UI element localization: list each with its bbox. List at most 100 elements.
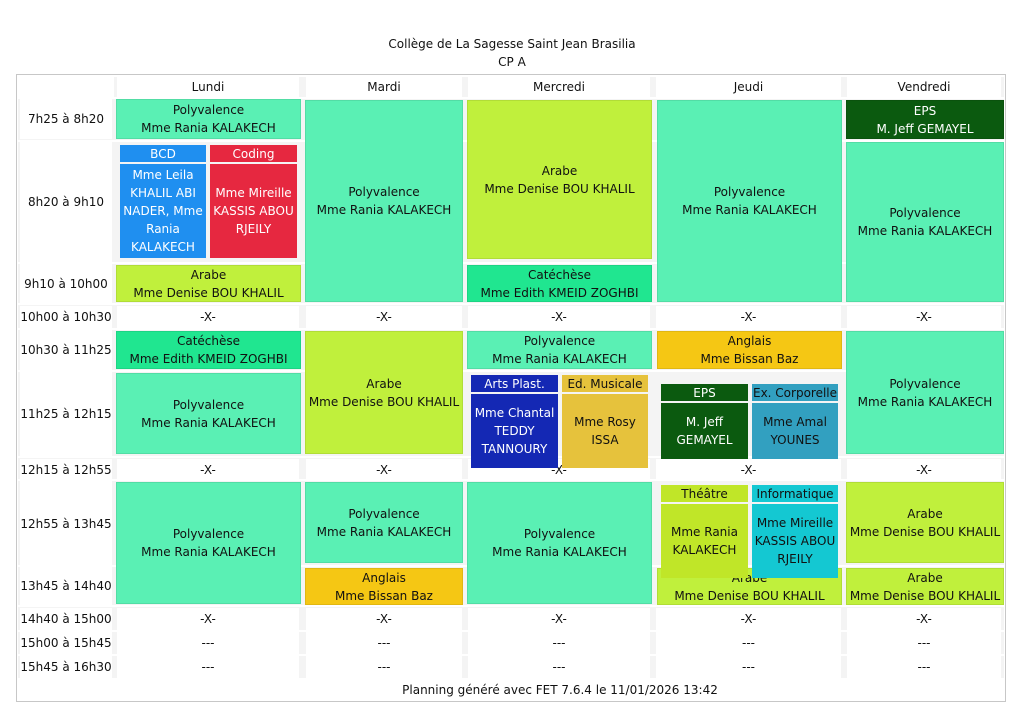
course-teacher: Mme Rania KALAKECH bbox=[857, 394, 993, 409]
course-teacher: Mme Rania KALAKECH bbox=[141, 415, 276, 430]
course-block[interactable]: Polyvalence Mme Rania KALAKECH bbox=[305, 100, 463, 302]
empty-cell: --- bbox=[117, 656, 299, 678]
day-header-jeudi: Jeudi bbox=[656, 77, 841, 97]
group-teacher-body[interactable]: Mme Rania KALAKECH bbox=[661, 504, 748, 578]
course-subject: Polyvalence bbox=[523, 527, 596, 541]
day-header-mardi: Mardi bbox=[306, 77, 462, 97]
course-block[interactable]: Arabe Mme Denise BOU KHALIL bbox=[846, 568, 1004, 605]
course-teacher: Mme Rania KALAKECH bbox=[316, 524, 452, 539]
group-subject-header[interactable]: BCD bbox=[120, 145, 206, 162]
course-subject: Polyvalence bbox=[172, 397, 245, 412]
course-teacher: Mme Denise BOU KHALIL bbox=[674, 588, 825, 603]
course-teacher: Mme Denise BOU KHALIL bbox=[308, 394, 460, 409]
break-cell: -X- bbox=[306, 608, 462, 630]
time-slot: 13h45 à 14h40 bbox=[20, 567, 112, 605]
group-subject-header[interactable]: Ex. Corporelle bbox=[752, 384, 838, 401]
course-teacher: Mme Rania KALAKECH bbox=[682, 203, 817, 217]
course-block[interactable]: Anglais Mme Bissan Baz bbox=[305, 568, 463, 605]
time-slot: 15h00 à 15h45 bbox=[20, 632, 112, 654]
course-teacher: Mme Edith KMEID ZOGHBI bbox=[129, 352, 288, 366]
break-cell: -X- bbox=[117, 306, 299, 328]
course-block[interactable]: Polyvalence Mme Rania KALAKECH bbox=[305, 482, 463, 563]
break-cell: -X- bbox=[117, 608, 299, 630]
empty-cell: --- bbox=[847, 632, 1001, 654]
course-teacher: Mme Bissan Baz bbox=[335, 588, 433, 603]
group-subject-header[interactable]: Théâtre bbox=[661, 485, 748, 502]
course-block[interactable]: Arabe Mme Denise BOU KHALIL bbox=[116, 265, 301, 302]
empty-cell: --- bbox=[306, 656, 462, 678]
group-subject-header[interactable]: Ed. Musicale bbox=[562, 375, 648, 392]
course-subject: Catéchèse bbox=[176, 334, 241, 348]
group-subject-header[interactable]: Informatique bbox=[752, 485, 838, 502]
day-header-mercredi: Mercredi bbox=[468, 77, 650, 97]
course-subject: Anglais bbox=[727, 334, 772, 348]
course-block[interactable]: Catéchèse Mme Edith KMEID ZOGHBI bbox=[467, 265, 652, 302]
course-block[interactable]: Polyvalence Mme Rania KALAKECH bbox=[657, 100, 842, 302]
course-block[interactable]: Arabe Mme Denise BOU KHALIL bbox=[846, 482, 1004, 563]
time-slot: 11h25 à 12h15 bbox=[20, 372, 112, 456]
course-subject: Catéchèse bbox=[527, 267, 592, 282]
time-slot: 10h30 à 11h25 bbox=[20, 330, 112, 370]
time-slot: 14h40 à 15h00 bbox=[20, 608, 112, 630]
course-teacher: Mme Rania KALAKECH bbox=[857, 224, 993, 238]
course-teacher: Mme Denise BOU KHALIL bbox=[849, 588, 1001, 603]
time-slot: 15h45 à 16h30 bbox=[20, 656, 112, 678]
break-cell: -X- bbox=[656, 459, 841, 480]
break-cell: -X- bbox=[468, 306, 650, 328]
course-teacher: Mme Rania KALAKECH bbox=[141, 545, 276, 559]
course-teacher: M. Jeff GEMAYEL bbox=[876, 121, 974, 136]
course-block[interactable]: Polyvalence Mme Rania KALAKECH bbox=[116, 482, 301, 604]
course-block[interactable]: Polyvalence Mme Rania KALAKECH bbox=[116, 373, 301, 454]
group-teacher-body[interactable]: Mme Leila KHALIL ABI NADER, Mme Rania KA… bbox=[120, 164, 206, 258]
course-teacher: Mme Edith KMEID ZOGHBI bbox=[480, 285, 639, 300]
course-block[interactable]: Arabe Mme Denise BOU KHALIL bbox=[467, 100, 652, 259]
course-subject: Polyvalence bbox=[172, 103, 245, 117]
course-subject: EPS bbox=[913, 103, 937, 118]
course-block[interactable]: Anglais Mme Bissan Baz bbox=[657, 331, 842, 369]
class-name: CP A bbox=[498, 55, 526, 69]
course-subject: Polyvalence bbox=[889, 206, 961, 220]
course-block[interactable]: Polyvalence Mme Rania KALAKECH bbox=[116, 99, 301, 139]
course-block[interactable]: Polyvalence Mme Rania KALAKECH bbox=[846, 331, 1004, 454]
break-cell: -X- bbox=[656, 306, 841, 328]
empty-cell: --- bbox=[656, 632, 841, 654]
generator-footer: Planning généré avec FET 7.6.4 le 11/01/… bbox=[116, 680, 1004, 700]
break-cell: -X- bbox=[847, 608, 1001, 630]
course-subject: Anglais bbox=[362, 570, 406, 585]
time-slot: 10h00 à 10h30 bbox=[20, 306, 112, 328]
break-cell: -X- bbox=[847, 459, 1001, 480]
course-subject: Polyvalence bbox=[889, 376, 961, 391]
time-slot: 8h20 à 9h10 bbox=[20, 142, 112, 262]
time-slot: 12h55 à 13h45 bbox=[20, 481, 112, 567]
course-block[interactable]: Catéchèse Mme Edith KMEID ZOGHBI bbox=[116, 331, 301, 369]
course-block[interactable]: Arabe Mme Denise BOU KHALIL bbox=[305, 331, 463, 454]
group-subject-header[interactable]: EPS bbox=[661, 384, 748, 401]
time-slot: 9h10 à 10h00 bbox=[20, 264, 112, 304]
course-subject: Arabe bbox=[907, 506, 943, 521]
day-header-vendredi: Vendredi bbox=[847, 77, 1001, 97]
course-subject: Arabe bbox=[190, 267, 227, 282]
group-teacher-body[interactable]: Mme Rosy ISSA bbox=[562, 394, 648, 468]
corner-cell bbox=[18, 77, 114, 97]
course-block[interactable]: Polyvalence Mme Rania KALAKECH bbox=[846, 142, 1004, 302]
break-cell: -X- bbox=[847, 306, 1001, 328]
course-teacher: Mme Denise BOU KHALIL bbox=[849, 524, 1001, 539]
group-subject-header[interactable]: Coding bbox=[210, 145, 297, 162]
course-subject: Arabe bbox=[366, 376, 402, 391]
course-subject: Arabe bbox=[907, 570, 943, 585]
empty-cell: --- bbox=[468, 632, 650, 654]
course-subject: Polyvalence bbox=[713, 185, 786, 199]
group-teacher-body[interactable]: M. Jeff GEMAYEL bbox=[661, 403, 748, 459]
course-subject: Polyvalence bbox=[348, 506, 420, 521]
course-teacher: Mme Rania KALAKECH bbox=[316, 203, 452, 217]
course-teacher: Mme Bissan Baz bbox=[700, 352, 799, 366]
course-block[interactable]: Polyvalence Mme Rania KALAKECH bbox=[467, 331, 652, 369]
course-subject: Polyvalence bbox=[348, 185, 420, 199]
course-block[interactable]: EPS M. Jeff GEMAYEL bbox=[846, 100, 1004, 139]
group-subject-header[interactable]: Arts Plast. bbox=[471, 375, 558, 392]
group-teacher-body[interactable]: Mme Mireille KASSIS ABOU RJEILY bbox=[752, 504, 838, 578]
course-block[interactable]: Polyvalence Mme Rania KALAKECH bbox=[467, 482, 652, 604]
group-teacher-body[interactable]: Mme Chantal TEDDY TANNOURY bbox=[471, 394, 558, 468]
group-teacher-body[interactable]: Mme Mireille KASSIS ABOU RJEILY bbox=[210, 164, 297, 258]
group-teacher-body[interactable]: Mme Amal YOUNES bbox=[752, 403, 838, 459]
